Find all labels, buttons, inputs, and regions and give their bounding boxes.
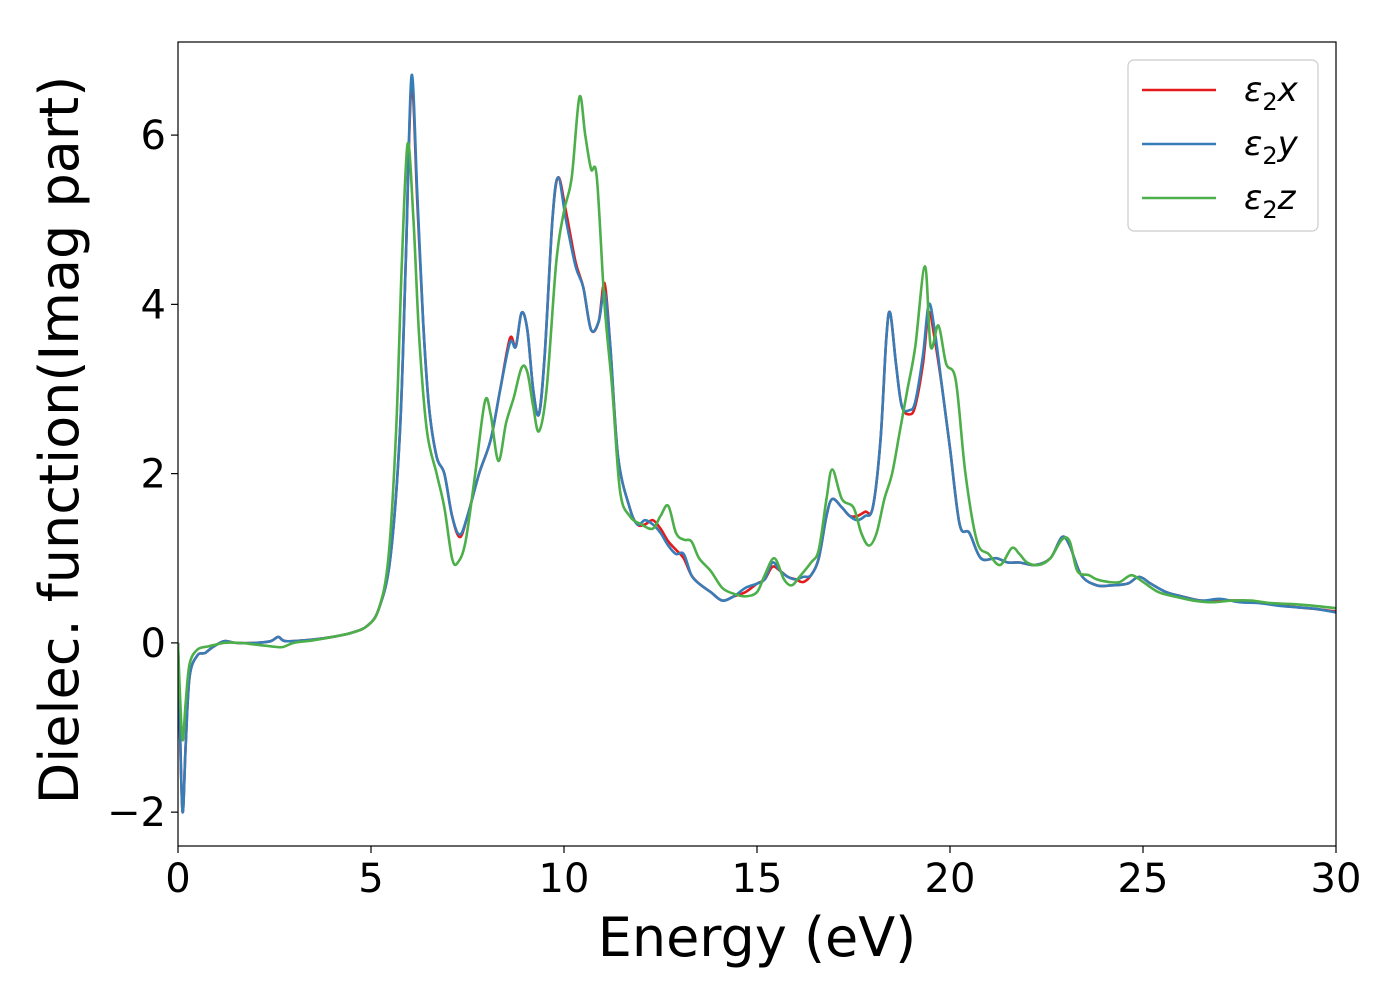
- series-line-y: [178, 73, 1336, 814]
- x-tick-label: 15: [732, 856, 783, 902]
- x-axis-label: Energy (eV): [598, 906, 917, 969]
- x-tick-label: 10: [539, 856, 590, 902]
- legend-label-x: ε2x: [1244, 70, 1299, 116]
- y-tick-label: 6: [141, 113, 166, 159]
- y-tick-label: 0: [141, 621, 166, 667]
- legend: ε2x ε2y ε2z: [1127, 59, 1319, 232]
- ticks-layer: 0 5 10 15 20 25 30 −2 0 2 4 6: [107, 113, 1361, 902]
- y-tick-label: 4: [141, 282, 166, 328]
- x-tick-label: 0: [165, 856, 190, 902]
- x-tick-label: 30: [1311, 856, 1362, 902]
- x-tick-label: 25: [1118, 856, 1169, 902]
- legend-label-z: ε2z: [1244, 178, 1297, 224]
- legend-label-y: ε2y: [1244, 124, 1299, 170]
- y-tick-label: −2: [107, 790, 166, 836]
- x-tick-label: 20: [925, 856, 976, 902]
- x-tick-label: 5: [358, 856, 383, 902]
- series-layer: [178, 73, 1336, 814]
- y-tick-label: 2: [141, 452, 166, 498]
- y-axis-label: Dielec. function(Imag part): [28, 76, 91, 805]
- legend-box: [1127, 59, 1319, 232]
- series-line-z: [178, 94, 1336, 742]
